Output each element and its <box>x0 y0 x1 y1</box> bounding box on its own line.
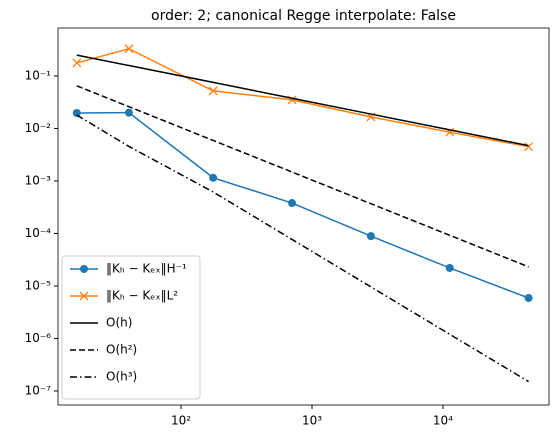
plot-frame <box>57 27 550 406</box>
point <box>72 109 81 118</box>
legend-marker <box>79 291 89 301</box>
point <box>209 173 218 182</box>
legend-marker <box>80 265 88 273</box>
y-tick-label: 10⁻³ <box>25 173 52 187</box>
point <box>445 263 454 272</box>
y-tick-label: 10⁻² <box>25 121 52 135</box>
point <box>124 108 133 117</box>
y-tick-label: 10⁻⁴ <box>25 226 52 240</box>
legend-label: O(h) <box>106 316 132 330</box>
point <box>366 232 375 241</box>
series-line <box>76 85 529 268</box>
x-tick-label: 10⁴ <box>433 414 453 428</box>
point <box>288 199 297 208</box>
point <box>524 142 534 152</box>
x-tick-label: 10³ <box>302 414 322 428</box>
legend-label: ‖Kₕ − Kₑₓ‖H⁻¹ <box>106 262 187 276</box>
x-tick-label: 10² <box>171 414 191 428</box>
legend-label: O(h²) <box>106 343 137 357</box>
y-tick-label: 10⁻⁵ <box>25 278 52 292</box>
legend-label: O(h³) <box>106 370 137 384</box>
point <box>124 44 134 54</box>
y-tick-label: 10⁻¹ <box>25 68 52 82</box>
point <box>208 86 218 96</box>
point <box>524 293 533 302</box>
y-tick-label: 10⁻⁷ <box>25 383 52 397</box>
legend-label: ‖Kₕ − Kₑₓ‖L² <box>106 289 178 303</box>
series-line <box>76 54 529 147</box>
series-line <box>76 114 529 383</box>
chart-title: order: 2; canonical Regge interpolate: F… <box>151 8 456 24</box>
legend-box <box>61 255 201 400</box>
point <box>72 58 82 68</box>
y-tick-label: 10⁻⁶ <box>25 331 52 345</box>
